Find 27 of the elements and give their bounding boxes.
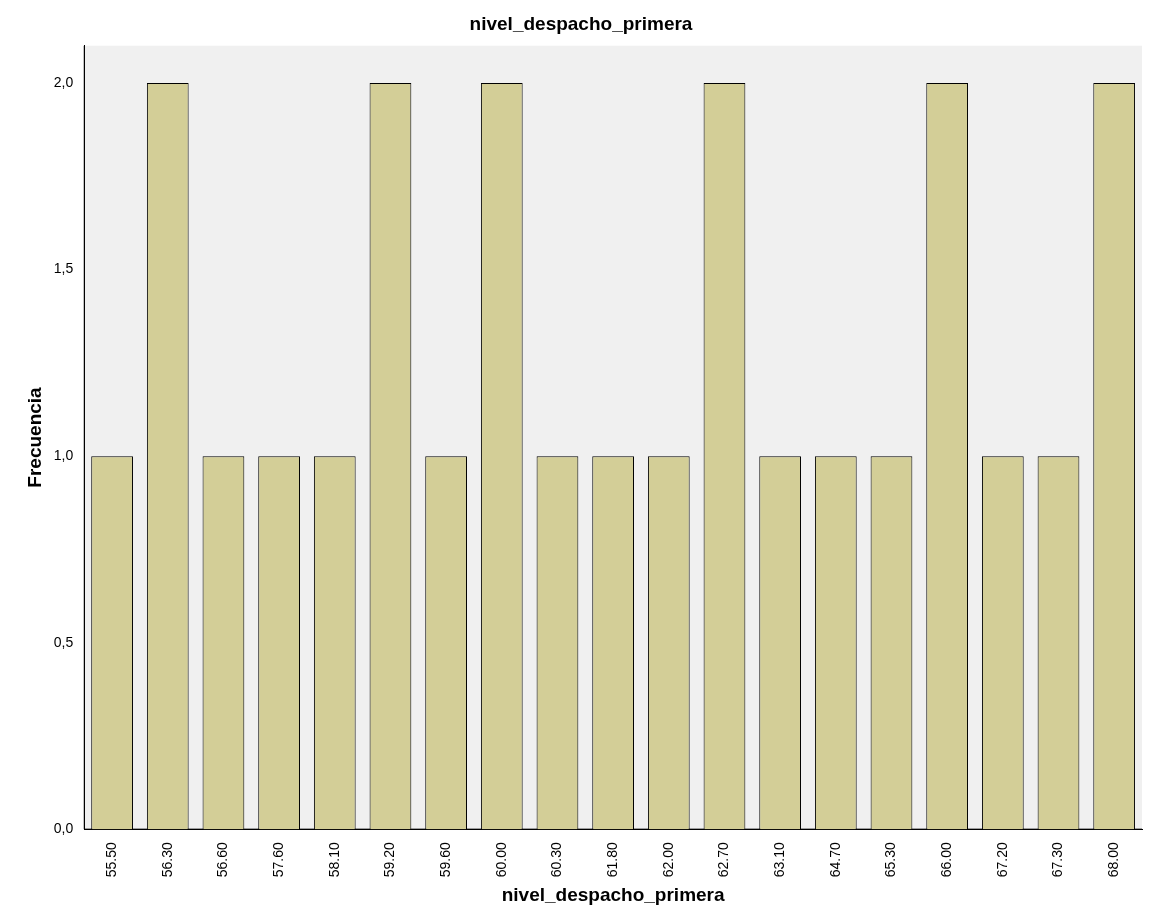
y-tick-label: 1,5 xyxy=(53,260,74,277)
x-tick-label: 63.10 xyxy=(771,841,787,878)
x-tick-label: 67.30 xyxy=(1049,841,1066,878)
x-tick-label: 60.30 xyxy=(548,841,565,878)
x-tick-label: 55.50 xyxy=(102,841,119,878)
x-tick-label: 66.00 xyxy=(938,841,955,878)
x-tick-label: 59.20 xyxy=(381,841,398,878)
x-tick-label: 60.00 xyxy=(492,841,509,878)
x-tick-label: 56.30 xyxy=(158,841,175,878)
x-tick-label: 57.60 xyxy=(269,841,286,878)
y-tick-label: 0,5 xyxy=(53,633,74,650)
x-tick-label: 56.60 xyxy=(214,841,231,878)
chart-title: nivel_despacho_primera xyxy=(469,12,693,34)
y-axis-title: Frecuencia xyxy=(23,386,45,488)
y-tick-label: 1,0 xyxy=(53,446,74,463)
x-tick-label: 62.70 xyxy=(715,841,732,878)
x-tick-label: 61.80 xyxy=(603,841,620,878)
x-tick-label: 68.00 xyxy=(1105,841,1122,878)
x-axis-title: nivel_despacho_primera xyxy=(501,883,725,905)
x-tick-label: 58.10 xyxy=(325,841,342,878)
x-tick-label: 64.70 xyxy=(826,841,843,878)
x-tick-label: 62.00 xyxy=(659,841,676,878)
x-tick-label: 59.60 xyxy=(436,841,453,878)
y-tick-label: 2,0 xyxy=(53,73,74,90)
x-tick-label: 65.30 xyxy=(882,841,899,878)
y-tick-label: 0,0 xyxy=(53,820,74,837)
x-tick-label: 67.20 xyxy=(993,841,1010,878)
